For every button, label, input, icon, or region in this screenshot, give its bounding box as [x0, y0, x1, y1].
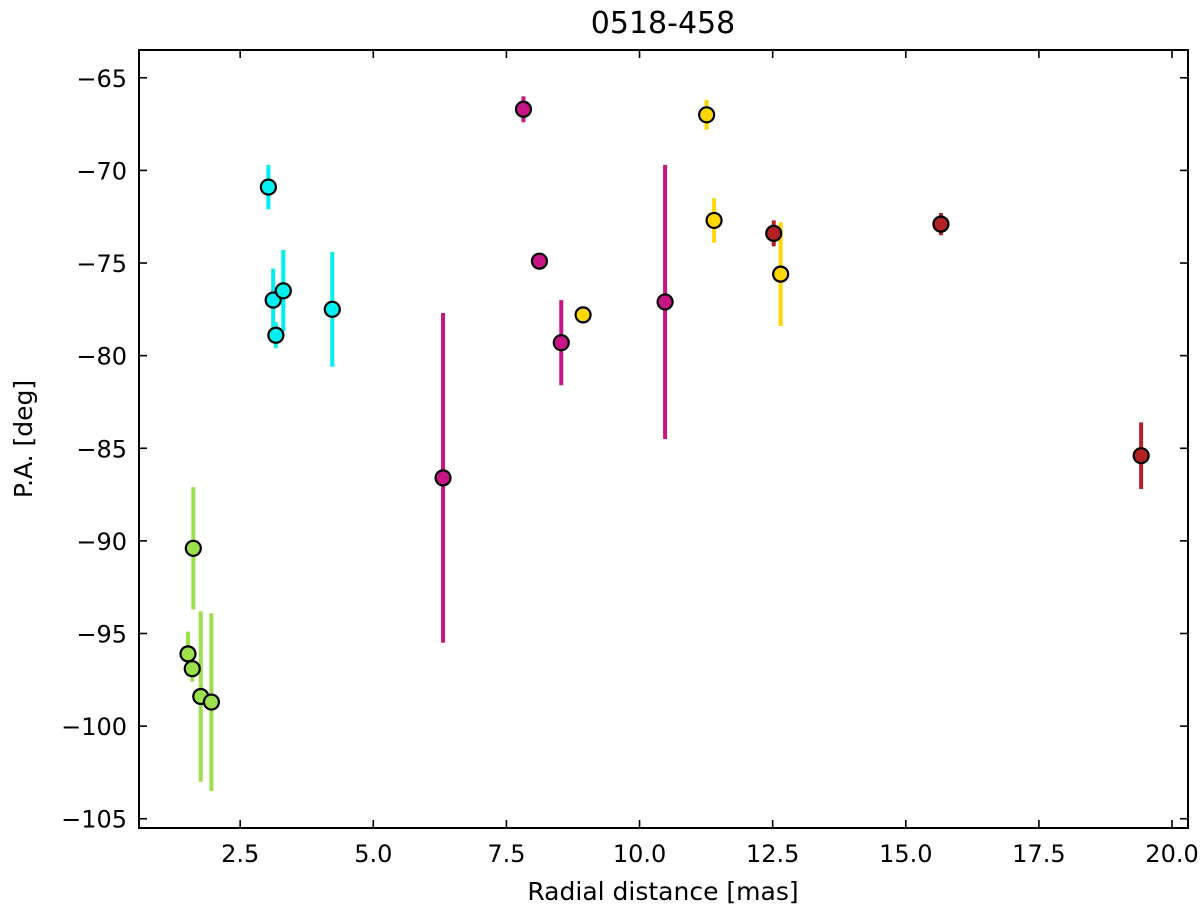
y-tick-label: −70	[76, 157, 127, 185]
x-tick-label: 20.0	[1145, 840, 1198, 868]
x-tick-label: 10.0	[613, 840, 666, 868]
data-point	[202, 693, 221, 711]
y-tick-label: −105	[61, 806, 127, 834]
x-tick-label: 15.0	[879, 840, 932, 868]
data-point	[434, 469, 452, 487]
x-tick-label: 7.5	[487, 840, 525, 868]
data-point	[183, 660, 201, 678]
data-point	[1132, 447, 1150, 465]
y-tick-label: −95	[76, 621, 127, 649]
plot-frame	[138, 49, 1189, 829]
data-point	[514, 100, 533, 118]
y-tick-label: −75	[76, 250, 127, 278]
chart-title: 0518-458	[591, 6, 735, 41]
data-point	[530, 252, 549, 270]
data-series-5	[765, 213, 1150, 490]
data-series-2	[259, 164, 341, 367]
plot-area	[179, 96, 1150, 791]
data-point	[574, 306, 592, 324]
x-tick-label: 5.0	[354, 840, 392, 868]
x-tick-label: 12.5	[746, 840, 799, 868]
data-point	[552, 334, 570, 352]
x-tick-label: 17.5	[1012, 840, 1065, 868]
data-point	[765, 224, 783, 242]
y-axis-label: P.A. [deg]	[9, 380, 38, 498]
data-series-3	[434, 96, 674, 643]
data-point	[179, 645, 197, 663]
data-point	[323, 300, 341, 318]
data-point	[698, 106, 716, 124]
y-tick-label: −65	[76, 65, 127, 93]
data-point	[932, 215, 950, 233]
data-point	[772, 265, 790, 283]
axis-ticks: 2.5 5.0 7.5 10.0 12.5 15.0 17.5 20.0 −65 −70 −75 −8…	[61, 50, 1199, 868]
data-point	[259, 178, 277, 196]
data-point	[705, 211, 723, 230]
x-axis-label: Radial distance [mas]	[527, 877, 798, 906]
data-series-1	[179, 487, 221, 791]
data-series-4	[574, 100, 790, 327]
x-tick-label: 2.5	[221, 840, 259, 868]
data-point	[656, 293, 674, 311]
data-point	[267, 326, 285, 344]
y-tick-label: −85	[76, 435, 127, 463]
data-point	[274, 282, 292, 300]
data-point	[184, 539, 202, 557]
y-tick-label: −100	[61, 713, 127, 741]
y-tick-label: −90	[76, 528, 127, 556]
y-tick-label: −80	[76, 343, 127, 371]
